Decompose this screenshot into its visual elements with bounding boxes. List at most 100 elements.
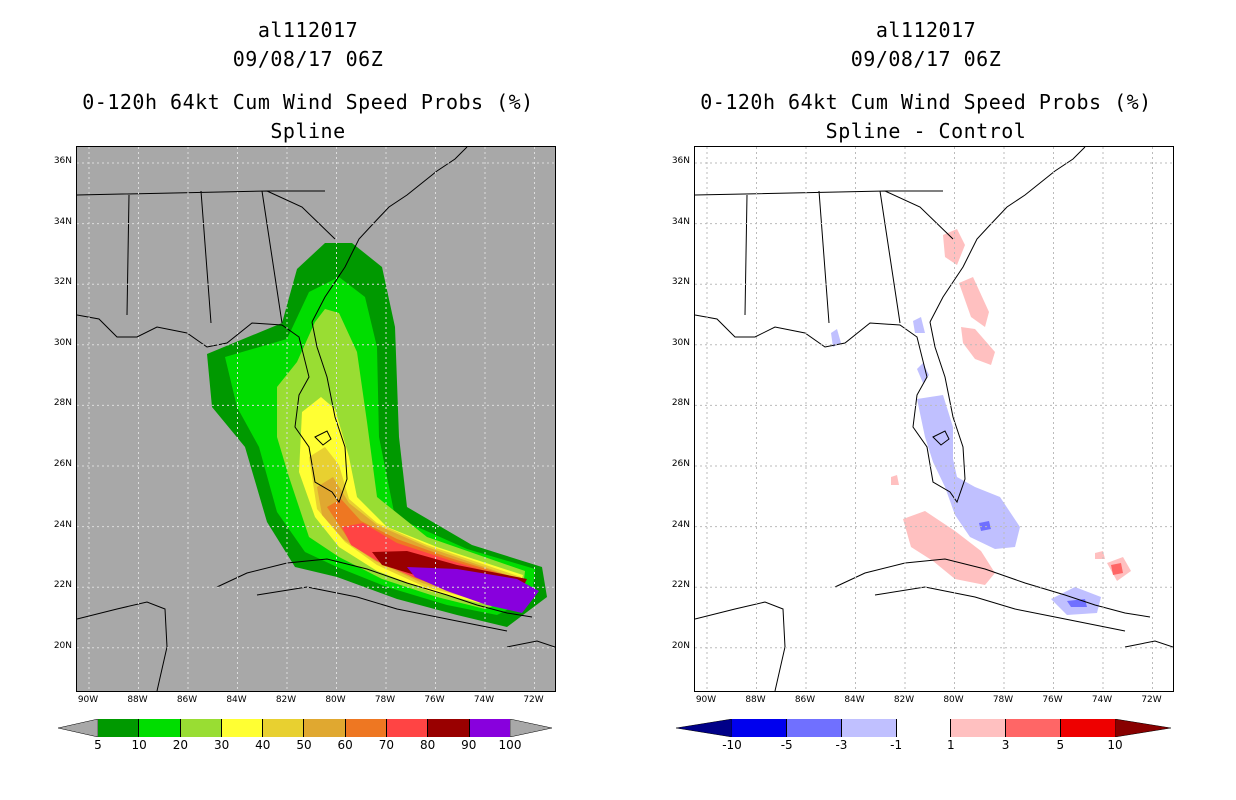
colorbar-swatch <box>786 719 842 737</box>
diff-pos-bahamas-dark <box>1111 563 1123 575</box>
hispaniola <box>1124 640 1173 648</box>
lon-tick-label: 76W <box>424 695 445 705</box>
lon-tick-label: 74W <box>1091 695 1113 705</box>
diff-neg-florida <box>917 395 1020 549</box>
diff-pos-cuba <box>903 511 995 585</box>
right-colorbar-left-arrow <box>676 719 732 737</box>
colorbar-label: 5 <box>1056 738 1065 752</box>
lat-tick-label: 32N <box>671 277 690 288</box>
state-borders <box>77 190 336 324</box>
prob-band-30 <box>299 397 523 603</box>
colorbar-label: 1 <box>947 738 955 752</box>
lat-tick-label: 36N <box>671 156 690 166</box>
diff-neg-north <box>917 363 929 383</box>
colorbar-label: 5 <box>94 738 102 752</box>
difference-contours <box>831 229 1131 615</box>
colorbar-swatch <box>180 719 222 737</box>
colorbar-swatch <box>841 719 897 737</box>
yucatan <box>77 601 168 691</box>
colorbar-swatch <box>387 719 429 737</box>
diff-neg-darker <box>979 521 991 531</box>
lat-tick-label: 36N <box>53 156 72 166</box>
right-map-canvas <box>695 147 1173 691</box>
lake-okeechobee <box>932 430 950 446</box>
lon-tick-label: 78W <box>992 695 1014 705</box>
left-probability-map <box>76 146 556 692</box>
lon-tick-label: 74W <box>473 695 495 705</box>
lon-tick-label: 80W <box>325 695 346 705</box>
probability-contours <box>207 243 547 627</box>
gulf-coast <box>77 314 348 504</box>
colorbar-swatch <box>732 719 787 737</box>
lat-tick-label: 20N <box>671 640 690 651</box>
lat-tick-label: 30N <box>671 337 690 348</box>
lat-tick-label: 26N <box>671 459 690 469</box>
gulf-coast <box>695 314 966 504</box>
lat-tick-label: 34N <box>671 216 690 227</box>
colorbar-swatch <box>951 719 1007 737</box>
diff-pos-ne-florida <box>959 277 989 327</box>
colorbar-swatch <box>139 719 181 737</box>
colorbar-swatch <box>221 719 264 737</box>
colorbar-swatch <box>428 719 470 737</box>
colorbar-label: 20 <box>172 738 189 752</box>
left-map-canvas <box>77 147 555 691</box>
colorbar-label: 3 <box>1001 738 1010 752</box>
colorbar-label: 90 <box>461 738 477 752</box>
lon-tick-label: 88W <box>745 695 766 705</box>
colorbar-label: 60 <box>337 738 353 752</box>
diff-pos-atlantic <box>961 327 995 365</box>
colorbar-swatch <box>263 719 305 737</box>
prob-band-90 <box>407 567 539 613</box>
left-method-title: Spline <box>270 119 346 143</box>
lat-tick-label: 24N <box>671 519 690 530</box>
lon-tick-label: 84W <box>226 695 247 705</box>
lake-okeechobee <box>314 430 332 446</box>
lat-tick-label: 28N <box>671 398 690 409</box>
lon-tick-label: 88W <box>127 695 148 705</box>
right-colorbar-right-arrow <box>1115 719 1171 737</box>
colorbar-swatch <box>345 719 388 737</box>
colorbar-label: 50 <box>296 738 312 752</box>
colorbar-swatch <box>98 719 140 737</box>
coastlines <box>77 147 555 691</box>
lon-tick-label: 90W <box>77 695 99 705</box>
left-product-title: 0-120h 64kt Cum Wind Speed Probs (%) <box>82 90 534 114</box>
lon-tick-label: 72W <box>523 695 544 705</box>
lat-tick-label: 28N <box>53 398 72 409</box>
lat-tick-label: 34N <box>53 216 72 227</box>
left-datetime: 09/08/17 06Z <box>232 47 384 71</box>
left-storm-id: al112017 <box>257 18 359 42</box>
colorbar-label: 80 <box>419 738 436 752</box>
colorbar-label: 100 <box>498 738 522 752</box>
diff-neg-small <box>831 329 841 347</box>
colorbar-swatch <box>896 719 952 737</box>
colorbar-swatch <box>1006 719 1062 737</box>
right-storm-id: al112017 <box>875 18 977 42</box>
atlantic-coast <box>311 147 468 323</box>
right-grid <box>695 147 1173 691</box>
lon-tick-label: 86W <box>176 695 198 705</box>
lat-tick-label: 22N <box>53 580 72 591</box>
left-colorbar-cells <box>98 719 510 737</box>
colorbar-label: 10 <box>131 738 147 752</box>
lat-tick-label: 32N <box>53 277 72 288</box>
lon-tick-label: 76W <box>1042 695 1063 705</box>
lon-tick-label: 80W <box>943 695 964 705</box>
lat-tick-label: 24N <box>53 519 72 530</box>
right-method-title: Spline - Control <box>825 119 1027 143</box>
hispaniola <box>506 640 555 648</box>
colorbar-label: 10 <box>1107 738 1123 752</box>
colorbar-label: 40 <box>255 738 271 752</box>
colorbar-label: 30 <box>213 738 230 752</box>
colorbar-swatch <box>469 719 510 737</box>
right-colorbar-cells <box>732 719 1116 737</box>
lat-tick-label: 22N <box>671 580 690 591</box>
state-borders <box>695 190 954 324</box>
lat-tick-label: 30N <box>53 337 72 348</box>
lon-tick-label: 82W <box>275 695 297 705</box>
colorbar-swatch <box>304 719 346 737</box>
left-colorbar-right-arrow <box>510 719 552 737</box>
left-colorbar-left-arrow <box>58 719 98 737</box>
left-grid <box>77 147 555 691</box>
